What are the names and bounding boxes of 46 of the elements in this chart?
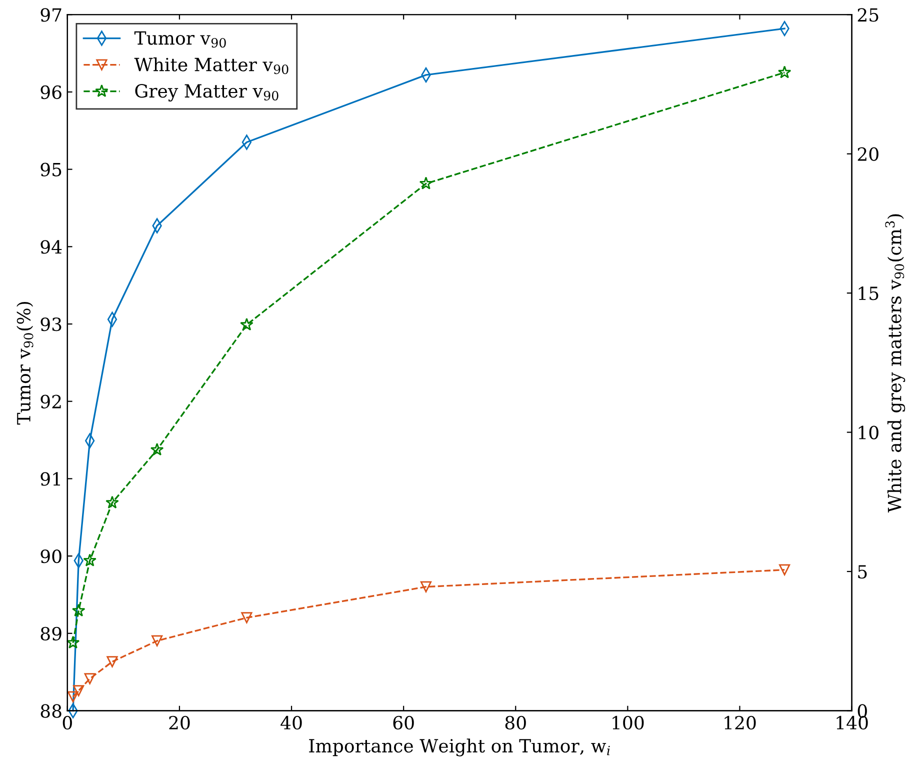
point bbox=[778, 564, 790, 576]
point bbox=[66, 636, 80, 649]
y-tick-label: 91 bbox=[40, 472, 60, 486]
point bbox=[419, 176, 433, 190]
point bbox=[83, 554, 96, 566]
y2-tick-label: 25 bbox=[858, 8, 878, 22]
legend-label: White Matter v$_{90}$ bbox=[134, 57, 288, 74]
point bbox=[106, 656, 118, 668]
point bbox=[420, 581, 432, 592]
y-axis-title: Tumor v$_{90}$(%) bbox=[16, 302, 34, 425]
x-tick-label: 0 bbox=[62, 716, 72, 730]
x-axis-title: Importance Weight on Tumor, w$_{i}$ bbox=[309, 738, 610, 756]
point bbox=[106, 496, 119, 508]
y2-tick-label: 15 bbox=[858, 286, 878, 300]
y2-axis-title: White and grey matters v$_{90}$(cm$^{3}$) bbox=[885, 214, 906, 513]
point bbox=[84, 673, 96, 684]
y-tick-label: 93 bbox=[40, 317, 62, 332]
point bbox=[72, 604, 86, 617]
y2-tick-label: 0 bbox=[858, 704, 867, 718]
x-tick-label: 140 bbox=[836, 716, 868, 730]
legend-label: Grey Matter v$_{90}$ bbox=[135, 84, 278, 102]
y-tick-label: 92 bbox=[40, 394, 61, 408]
point bbox=[152, 635, 163, 646]
legend-label: Tumor v$_{90}$ bbox=[134, 31, 226, 48]
y-tick-label: 88 bbox=[40, 704, 62, 718]
x-tick-label: 20 bbox=[169, 716, 190, 730]
y-tick-label: 97 bbox=[40, 8, 62, 22]
point bbox=[67, 691, 79, 702]
y2-tick-label: 10 bbox=[858, 426, 878, 440]
y2-tick-label: 5 bbox=[858, 565, 867, 579]
point bbox=[150, 442, 164, 456]
x-tick-label: 40 bbox=[280, 716, 302, 730]
x-tick-label: 80 bbox=[505, 716, 526, 730]
y-tick-label: 95 bbox=[40, 162, 62, 176]
y-tick-label: 89 bbox=[40, 626, 62, 640]
x-tick-label: 120 bbox=[724, 716, 756, 730]
x-tick-label: 100 bbox=[612, 716, 644, 730]
point bbox=[73, 685, 84, 696]
x-tick-label: 60 bbox=[393, 716, 414, 730]
y-tick-label: 96 bbox=[40, 85, 62, 100]
point bbox=[778, 66, 792, 78]
y-tick-label: 94 bbox=[40, 240, 62, 254]
y2-tick-label: 20 bbox=[858, 147, 878, 161]
point bbox=[240, 318, 254, 331]
point bbox=[241, 612, 252, 624]
y-tick-label: 90 bbox=[40, 549, 62, 564]
